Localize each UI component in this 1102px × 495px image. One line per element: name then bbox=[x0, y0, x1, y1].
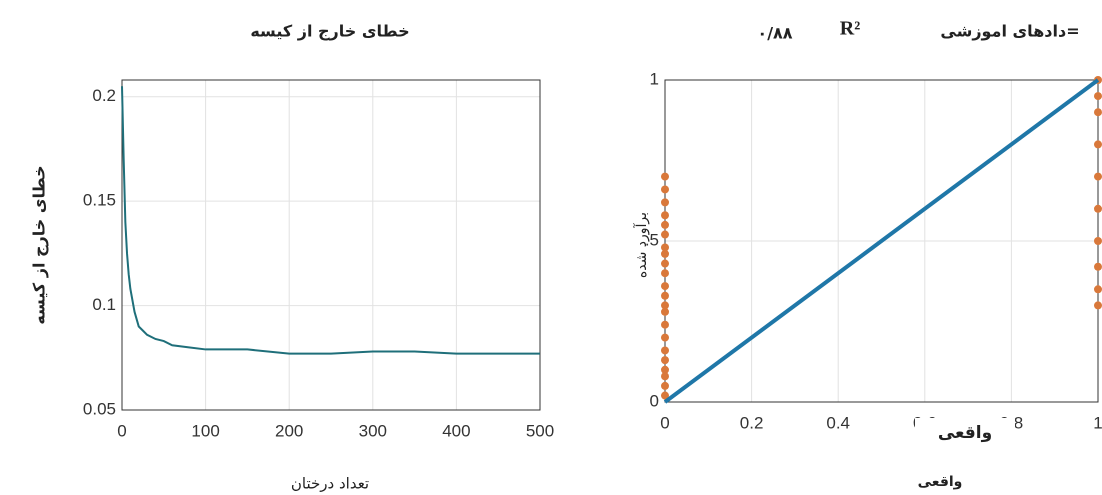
x-tick-label: 300 bbox=[359, 421, 387, 440]
data-point bbox=[661, 366, 669, 374]
data-point bbox=[661, 282, 669, 290]
data-point bbox=[661, 292, 669, 300]
annotation: واقعی bbox=[938, 423, 992, 443]
data-point bbox=[661, 346, 669, 354]
x-tick-label: 200 bbox=[275, 421, 303, 440]
y-tick-label: 1 bbox=[650, 69, 659, 88]
y-tick-label: 0.15 bbox=[83, 191, 116, 210]
plot-frame bbox=[122, 80, 540, 410]
y-tick-label: 0 bbox=[650, 391, 659, 410]
y-tick-label: 0.05 bbox=[83, 399, 116, 418]
data-point bbox=[1094, 108, 1102, 116]
data-point bbox=[661, 185, 669, 193]
data-point bbox=[661, 301, 669, 309]
data-point bbox=[661, 382, 669, 390]
x-tick-label: 0.4 bbox=[826, 413, 850, 432]
chart-title: دادهای اموزشی= bbox=[940, 22, 1079, 41]
y-tick-label: 0.1 bbox=[92, 295, 116, 314]
x-tick-label: 400 bbox=[442, 421, 470, 440]
data-point bbox=[1094, 205, 1102, 213]
y-tick-label: 0.2 bbox=[92, 86, 116, 105]
x-tick-label: 0.2 bbox=[740, 413, 764, 432]
data-point bbox=[661, 260, 669, 268]
data-point bbox=[661, 211, 669, 219]
data-point bbox=[661, 221, 669, 229]
data-point bbox=[1094, 173, 1102, 181]
data-point bbox=[661, 321, 669, 329]
y-tick-label: .5 bbox=[645, 230, 659, 249]
figure: خطای خارج از کیسه خطای خارج از کیسه تعدا… bbox=[0, 0, 1102, 495]
x-tick-label: 500 bbox=[526, 421, 554, 440]
data-point bbox=[1094, 301, 1102, 309]
data-point bbox=[1094, 237, 1102, 245]
x-tick-label: 0 bbox=[660, 413, 669, 432]
x-axis-label: تعداد درختان bbox=[291, 475, 369, 493]
x-tick-label: 100 bbox=[191, 421, 219, 440]
y-axis-label: خطای خارج از کیسه bbox=[30, 165, 49, 324]
data-point bbox=[661, 173, 669, 181]
data-point bbox=[661, 198, 669, 206]
data-point bbox=[661, 243, 669, 251]
data-point bbox=[1094, 263, 1102, 271]
r2-value: ۰/۸۸ bbox=[757, 24, 792, 43]
data-point bbox=[1094, 92, 1102, 100]
data-point bbox=[661, 356, 669, 364]
x-tick-label: 1 bbox=[1093, 413, 1102, 432]
data-point bbox=[1094, 140, 1102, 148]
chart-title: خطای خارج از کیسه bbox=[250, 22, 409, 41]
x-axis-label: واقعی bbox=[918, 474, 963, 490]
data-point bbox=[661, 334, 669, 342]
data-line bbox=[122, 86, 540, 353]
data-point bbox=[1094, 285, 1102, 293]
x-tick-label: 0 bbox=[117, 421, 126, 440]
r2-symbol: R² bbox=[840, 18, 860, 40]
data-point bbox=[661, 269, 669, 277]
data-point bbox=[661, 231, 669, 239]
